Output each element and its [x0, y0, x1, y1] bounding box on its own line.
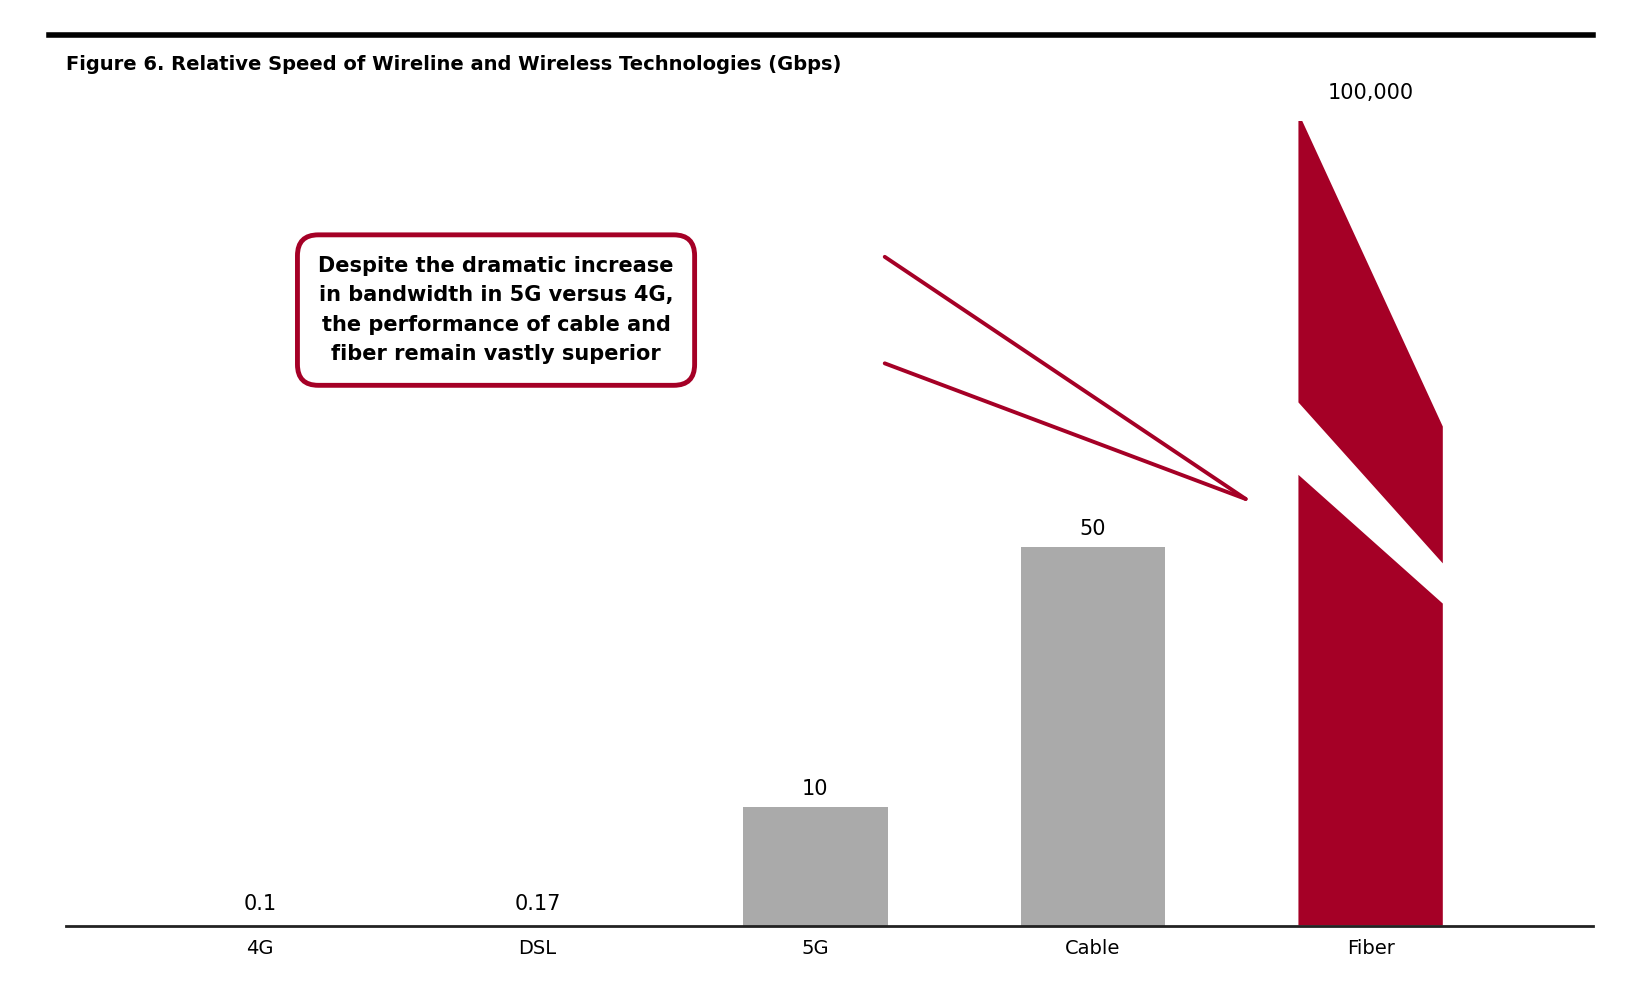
- Bar: [1021, 547, 1166, 926]
- Polygon shape: [1299, 113, 1443, 563]
- Text: 50: 50: [1080, 518, 1107, 538]
- Text: 10: 10: [801, 779, 829, 799]
- Text: Despite the dramatic increase
in bandwidth in 5G versus 4G,
the performance of c: Despite the dramatic increase in bandwid…: [319, 256, 673, 364]
- Text: 0.17: 0.17: [514, 893, 562, 913]
- Bar: [744, 807, 888, 926]
- Polygon shape: [1299, 475, 1443, 926]
- Text: 0.1: 0.1: [243, 893, 276, 913]
- Text: Figure 6. Relative Speed of Wireline and Wireless Technologies (Gbps): Figure 6. Relative Speed of Wireline and…: [66, 55, 841, 74]
- Text: 100,000: 100,000: [1328, 82, 1414, 103]
